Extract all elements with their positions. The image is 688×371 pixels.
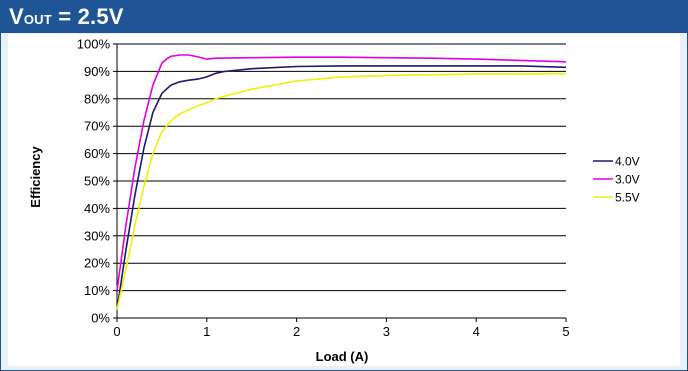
- y-tick-label: 20%: [84, 256, 110, 271]
- x-tick-label: 5: [562, 324, 569, 339]
- title-sub: OUT: [23, 12, 52, 27]
- y-tick-label: 80%: [84, 91, 110, 106]
- axes: [113, 43, 567, 322]
- title-v: V: [9, 4, 24, 29]
- x-axis-label: Load (A): [316, 349, 369, 364]
- legend-entry: 4.0V: [615, 155, 640, 169]
- chart-title: VOUT = 2.5V: [9, 3, 124, 34]
- legend: 4.0V 3.0V 5.5V: [593, 155, 640, 205]
- legend-entry: 5.5V: [615, 191, 640, 205]
- y-tick-label: 40%: [84, 201, 110, 216]
- chart-area: 0% 10% 20% 30% 40% 50% 60% 70% 80% 90% 100% 0 1 2 3 4 5 …: [8, 34, 680, 366]
- x-tick-label: 0: [113, 324, 120, 339]
- series-line-4.0V: [116, 65, 567, 310]
- legend-entry: 3.0V: [615, 173, 640, 187]
- y-tick-label: 70%: [84, 119, 110, 134]
- x-tick-label: 1: [203, 324, 210, 339]
- x-tick-label: 4: [473, 324, 480, 339]
- y-tick-label: 90%: [84, 64, 110, 79]
- y-tick-label: 60%: [84, 146, 110, 161]
- grid-lines: [117, 43, 566, 292]
- x-tick-label: 2: [293, 324, 300, 339]
- tick-labels: 0% 10% 20% 30% 40% 50% 60% 70% 80% 90% 100% 0 1 2 3 4 5: [77, 37, 570, 340]
- series-lines: [116, 54, 567, 310]
- series-line-5.5V: [116, 72, 567, 310]
- title-bar: VOUT = 2.5V: [1, 1, 687, 33]
- title-rest: = 2.5V: [51, 4, 124, 29]
- x-tick-label: 3: [383, 324, 390, 339]
- y-tick-label: 10%: [84, 283, 110, 298]
- y-axis-label: Efficiency: [28, 146, 43, 208]
- y-tick-label: 100%: [77, 37, 111, 52]
- y-tick-label: 50%: [84, 174, 110, 189]
- efficiency-chart: 0%10%20%30%40%50%60%70%80%90%100%0 1 2 3 4 5 …: [28, 37, 640, 365]
- y-tick-label: 0%: [91, 311, 110, 326]
- series-line-3.0V: [116, 54, 567, 291]
- y-tick-label: 30%: [84, 228, 110, 243]
